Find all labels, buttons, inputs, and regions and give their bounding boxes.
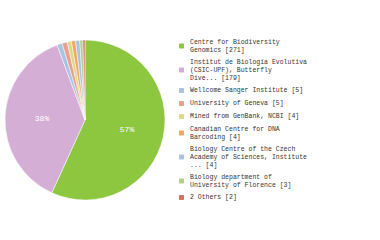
- svg-text:Institut de Biologia Evolutiva: Institut de Biologia Evolutiva: [190, 59, 307, 66]
- svg-text:Dive... [179]: Dive... [179]: [190, 75, 241, 82]
- svg-text:Biology Centre of the Czech: Biology Centre of the Czech: [190, 146, 295, 153]
- svg-text:Academy of Sciences, Institute: Academy of Sciences, Institute: [190, 154, 307, 161]
- svg-text:University of Florence [3]: University of Florence [3]: [190, 182, 291, 189]
- svg-text:Biology department of: Biology department of: [190, 174, 272, 181]
- svg-text:(CSIC-UPF), Butterfly: (CSIC-UPF), Butterfly: [190, 67, 272, 74]
- svg-text:Barcoding [4]: Barcoding [4]: [190, 134, 241, 141]
- svg-text:2 Others [2]: 2 Others [2]: [190, 194, 237, 201]
- svg-text:Mined from GenBank, NCBI [4]: Mined from GenBank, NCBI [4]: [190, 113, 299, 120]
- svg-text:Genomics [271]: Genomics [271]: [190, 47, 245, 54]
- svg-text:Wellcome Sanger Institute [5]: Wellcome Sanger Institute [5]: [190, 87, 303, 94]
- svg-text:Canadian Centre for DNA: Canadian Centre for DNA: [190, 126, 280, 133]
- svg-text:University of Geneva [5]: University of Geneva [5]: [190, 100, 284, 107]
- svg-text:... [4]: ... [4]: [190, 162, 217, 169]
- svg-text:Centre for Biodiversity: Centre for Biodiversity: [190, 39, 280, 46]
- svg-text:57%: 57%: [120, 125, 135, 134]
- svg-text:38%: 38%: [35, 114, 50, 123]
